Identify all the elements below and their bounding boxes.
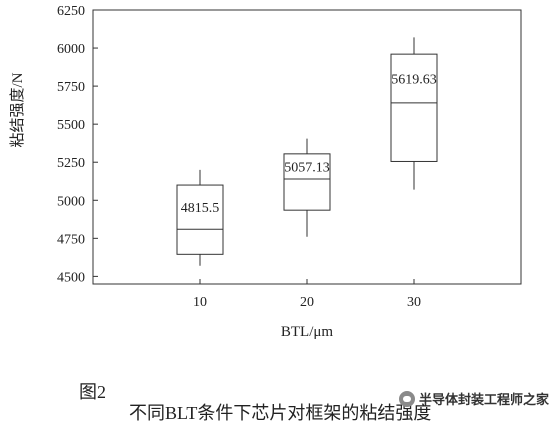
y-tick-label: 5500: [57, 118, 85, 133]
y-tick-label: 6250: [57, 4, 85, 19]
x-tick-label: 20: [300, 295, 314, 310]
box-value-label: 5619.63: [391, 73, 437, 88]
y-axis-label: 粘结强度/N: [9, 72, 26, 147]
box-series: 4815.5 5057.13 5619.63: [176, 37, 438, 266]
y-tick-label: 4750: [57, 232, 85, 247]
box-value-label: 4815.5: [181, 201, 220, 216]
box-10: 4815.5: [176, 169, 224, 266]
box-iqr: [176, 184, 224, 255]
x-axis-label: BTL/μm: [281, 324, 334, 340]
figure-caption: 图2 不同BLT条件下芯片对框架的粘结强度: [0, 357, 555, 423]
box-value-label: 5057.13: [284, 160, 330, 175]
y-tick-label: 6000: [57, 42, 85, 57]
figure-number: 图2: [79, 382, 106, 402]
y-tick-label: 5000: [57, 194, 85, 209]
chart-axes: 4500 4750 5000 5250 5500 5750 6000 6250 10 20 30: [57, 4, 522, 310]
box-iqr: [283, 153, 331, 211]
y-tick-label: 5250: [57, 156, 85, 171]
box-30: 5619.63: [390, 37, 438, 190]
box-20: 5057.13: [283, 138, 331, 237]
y-tick-label: 5750: [57, 80, 85, 95]
watermark-text: 半导体封装工程师之家: [418, 393, 549, 408]
x-tick-label: 30: [407, 295, 421, 310]
wechat-logo-icon: [398, 390, 415, 407]
x-tick-label: 10: [193, 295, 207, 310]
watermark: 半导体封装工程师之家: [398, 389, 549, 408]
figure-title: 不同BLT条件下芯片对框架的粘结强度: [129, 403, 432, 423]
box-plot-chart: 4500 4750 5000 5250 5500 5750 6000 6250 10 20 30 4…: [9, 4, 522, 340]
y-tick-label: 4500: [57, 270, 85, 285]
box-iqr: [390, 53, 438, 162]
